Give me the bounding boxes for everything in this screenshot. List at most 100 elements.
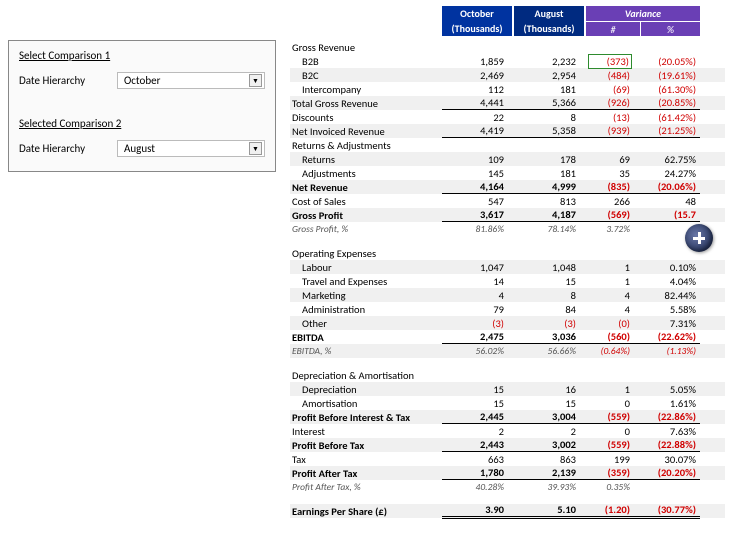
comparison-1-value: October	[124, 74, 160, 87]
value-col2: 813	[514, 195, 586, 208]
value-col1: 1,859	[442, 55, 514, 68]
row-label: Labour	[290, 261, 442, 274]
value-col2: 5,366	[514, 96, 586, 110]
value-col1: (3)	[442, 317, 514, 330]
variance-pct: (61.42%)	[640, 111, 700, 124]
comparison-1-dropdown[interactable]: October ▼	[117, 72, 265, 89]
value-col2: 4,187	[514, 208, 586, 222]
variance-num: (569)	[586, 208, 640, 222]
table-row: Travel and Expenses141514.04%	[290, 274, 725, 288]
row-label: B2C	[290, 69, 442, 82]
comparison-2-value: August	[124, 142, 155, 155]
table-row: Profit Before Tax2,4433,002(559)(22.88%)	[290, 438, 725, 452]
variance-num: 35	[586, 167, 640, 180]
row-label: B2B	[290, 55, 442, 68]
sidebar: Select Comparison 1 Date Hierarchy Octob…	[8, 40, 276, 518]
value-col2: 8	[514, 111, 586, 124]
table-row: Depreciation151615.05%	[290, 382, 725, 396]
variance-pct: 48	[640, 195, 700, 208]
value-col1: 547	[442, 195, 514, 208]
value-col2: 1,048	[514, 261, 586, 274]
value-col1: 663	[442, 453, 514, 466]
table-row: Marketing48482.44%	[290, 288, 725, 302]
row-label: Other	[290, 317, 442, 330]
comparison-1-label: Date Hierarchy	[19, 74, 111, 87]
comparison-2-row: Date Hierarchy August ▼	[19, 140, 265, 157]
table-row: Labour1,0471,04810.10%	[290, 260, 725, 274]
table-row: Intercompany112181(69)(61.30%)	[290, 82, 725, 96]
variance-pct: 62.75%	[640, 153, 700, 166]
chevron-down-icon[interactable]: ▼	[249, 142, 262, 155]
variance-num: (926)	[586, 96, 640, 110]
variance-pct: 4.04%	[640, 275, 700, 288]
row-label: Profit After Tax, %	[290, 481, 442, 493]
value-col1: 4	[442, 289, 514, 302]
value-col2: 15	[514, 397, 586, 410]
header-var-pct: %	[640, 21, 700, 36]
chevron-down-icon[interactable]: ▼	[249, 74, 262, 87]
variance-pct: 24.27%	[640, 167, 700, 180]
value-col1: 79	[442, 303, 514, 316]
variance-pct: (22.62%)	[640, 330, 700, 344]
variance-pct: 5.58%	[640, 303, 700, 316]
table-row: Profit After Tax1,7802,139(359)(20.20%)	[290, 466, 725, 480]
value-col2: 2	[514, 425, 586, 438]
header-col1-b: (Thousands)	[442, 21, 514, 36]
variance-num: (69)	[586, 83, 640, 96]
variance-pct: (20.05%)	[640, 55, 700, 68]
variance-num: (1.20)	[586, 503, 640, 519]
row-label: Net Invoiced Revenue	[290, 125, 442, 138]
table-row: Net Invoiced Revenue4,4195,358(939)(21.2…	[290, 124, 725, 138]
row-label: Profit After Tax	[290, 467, 442, 480]
table-row: B2B1,8592,232(373)(20.05%)	[290, 54, 725, 68]
row-label: Travel and Expenses	[290, 275, 442, 288]
value-col1: 2,469	[442, 69, 514, 82]
variance-num: 1	[586, 275, 640, 288]
variance-num: 0.35%	[586, 481, 640, 493]
table-row: Other(3)(3)(0)7.31%	[290, 316, 725, 330]
header-col2-a: August	[514, 6, 586, 21]
value-col2: 15	[514, 275, 586, 288]
header-variance: Variance	[586, 6, 700, 21]
value-col1: 4,441	[442, 96, 514, 110]
table-row: Returns1091786962.75%	[290, 152, 725, 166]
value-col1: 2,443	[442, 438, 514, 452]
row-label: Gross Revenue	[290, 41, 442, 54]
table-row: Tax66386319930.07%	[290, 452, 725, 466]
variance-pct: (1.13%)	[640, 345, 700, 357]
variance-num: 4	[586, 303, 640, 316]
variance-pct: (61.30%)	[640, 83, 700, 96]
value-col1: 81.86%	[442, 223, 514, 235]
comparison-1-row: Date Hierarchy October ▼	[19, 72, 265, 89]
table-row: Profit Before Interest & Tax2,4453,004(5…	[290, 410, 725, 424]
row-label: Earnings Per Share (£)	[290, 505, 442, 518]
variance-num: (13)	[586, 111, 640, 124]
value-col2: 78.14%	[514, 223, 586, 235]
table-row: Administration798445.58%	[290, 302, 725, 316]
table-row: Profit After Tax, %40.28%39.93%0.35%	[290, 480, 725, 494]
value-col1: 112	[442, 83, 514, 96]
panel-title-2: Selected Comparison 2	[19, 117, 265, 130]
value-col2: 8	[514, 289, 586, 302]
value-col1: 2	[442, 425, 514, 438]
section-header: Gross Revenue	[290, 40, 725, 54]
variance-num: (559)	[586, 438, 640, 452]
table-row: Adjustments1451813524.27%	[290, 166, 725, 180]
row-label: Depreciation & Amortisation	[290, 369, 442, 382]
variance-num: 3.72%	[586, 223, 640, 235]
comparison-2-dropdown[interactable]: August ▼	[117, 140, 265, 157]
value-col2: 3,002	[514, 438, 586, 452]
header-col2-b: (Thousands)	[514, 21, 586, 36]
value-col2: 39.93%	[514, 481, 586, 493]
row-label: Administration	[290, 303, 442, 316]
value-col2: 84	[514, 303, 586, 316]
value-col1: 2,475	[442, 330, 514, 344]
row-label: Marketing	[290, 289, 442, 302]
comparison-panel: Select Comparison 1 Date Hierarchy Octob…	[8, 40, 276, 172]
row-label: Gross Profit	[290, 209, 442, 222]
row-label: EBITDA, %	[290, 345, 442, 357]
variance-pct: 30.07%	[640, 453, 700, 466]
value-col2: 16	[514, 383, 586, 396]
variance-num: 1	[586, 383, 640, 396]
row-label: Profit Before Interest & Tax	[290, 411, 442, 424]
